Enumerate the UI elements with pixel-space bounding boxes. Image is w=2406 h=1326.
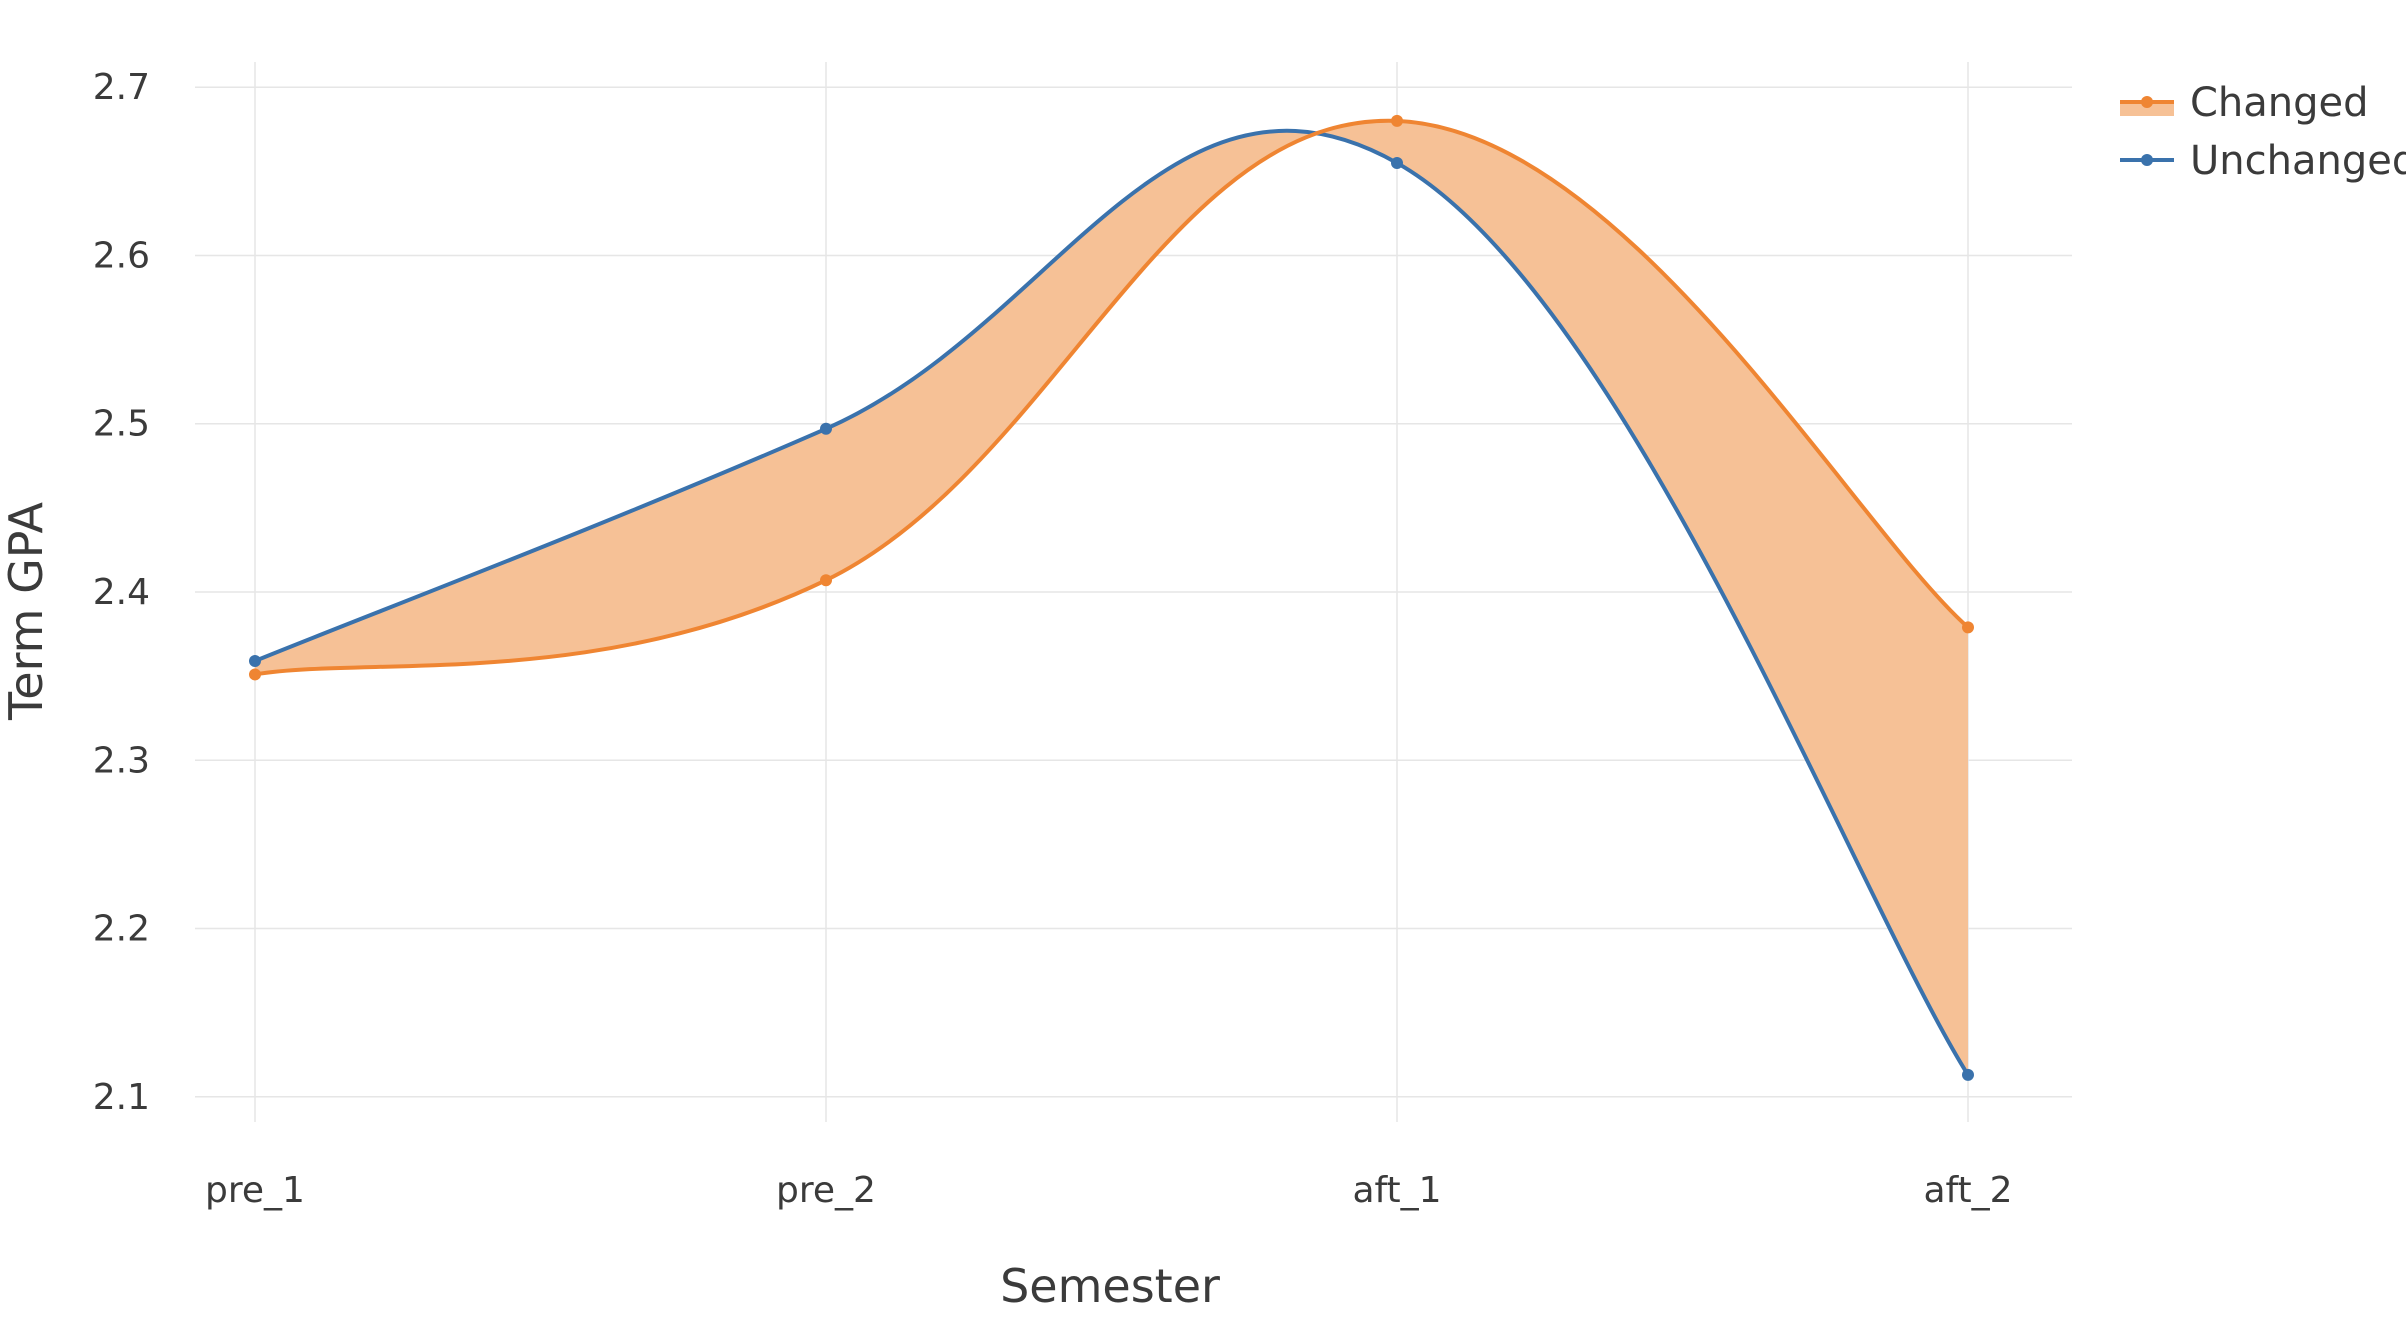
legend-label-unchanged: Unchanged bbox=[2190, 138, 2406, 184]
x-tick-label: pre_2 bbox=[776, 1170, 876, 1211]
y-axis-title: Term GPA bbox=[0, 501, 53, 721]
data-point-changed[interactable] bbox=[249, 668, 261, 681]
y-tick-label: 2.4 bbox=[93, 572, 150, 613]
x-tick-label: pre_1 bbox=[205, 1170, 305, 1211]
y-tick-label: 2.3 bbox=[93, 740, 150, 781]
x-tick-label: aft_1 bbox=[1352, 1170, 1441, 1211]
y-tick-label: 2.6 bbox=[93, 235, 150, 276]
legend-swatch-changed-marker bbox=[2141, 96, 2153, 108]
fill-between-area bbox=[255, 120, 1968, 1075]
series-line-unchanged bbox=[254, 128, 1970, 1076]
y-tick-label: 2.7 bbox=[93, 67, 150, 108]
x-axis-title: Semester bbox=[1000, 1259, 1220, 1313]
legend: Changed Unchanged bbox=[2120, 80, 2406, 184]
data-point-changed[interactable] bbox=[820, 574, 832, 587]
data-point-unchanged[interactable] bbox=[820, 422, 832, 435]
grid-layer bbox=[195, 62, 2072, 1122]
y-tick-label: 2.1 bbox=[93, 1077, 150, 1118]
legend-swatch-unchanged-marker bbox=[2141, 154, 2153, 166]
data-point-unchanged[interactable] bbox=[1391, 156, 1403, 169]
y-tick-label: 2.2 bbox=[93, 909, 150, 950]
data-point-changed[interactable] bbox=[1962, 621, 1974, 634]
y-tick-label: 2.5 bbox=[93, 404, 150, 445]
legend-swatch-changed-fill bbox=[2120, 102, 2174, 116]
data-point-unchanged[interactable] bbox=[249, 654, 261, 667]
series-line-changed bbox=[254, 118, 1970, 677]
series-layer bbox=[249, 114, 1974, 1081]
legend-item-changed[interactable]: Changed bbox=[2120, 80, 2369, 126]
legend-item-unchanged[interactable]: Unchanged bbox=[2120, 138, 2406, 184]
x-tick-label: aft_2 bbox=[1923, 1170, 2012, 1211]
legend-label-changed: Changed bbox=[2190, 80, 2369, 126]
tick-layer: pre_1 pre_2 aft_1 aft_2 2.1 2.2 2.3 2.4 2.5 2.6 2.… bbox=[93, 67, 2013, 1211]
data-point-unchanged[interactable] bbox=[1962, 1068, 1974, 1081]
data-point-changed[interactable] bbox=[1391, 114, 1403, 127]
